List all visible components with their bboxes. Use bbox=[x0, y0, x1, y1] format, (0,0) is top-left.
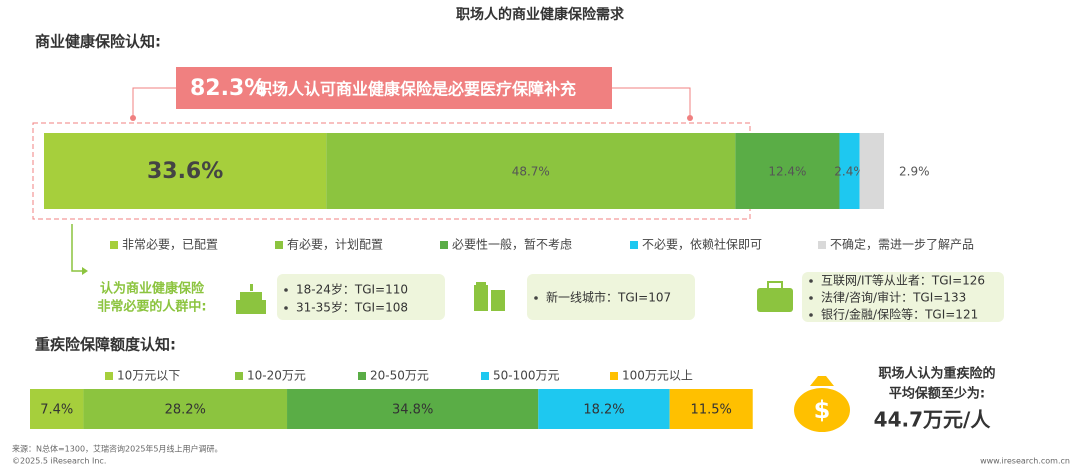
bar-segment bbox=[30, 389, 84, 429]
bar-segment bbox=[839, 133, 860, 209]
section-title: 商业健康保险认知: bbox=[35, 33, 161, 51]
connector-dot bbox=[130, 115, 136, 121]
legend-label: 10-20万元 bbox=[247, 369, 306, 383]
callout-percent: 82.3% bbox=[190, 76, 266, 101]
value-label: 7.4% bbox=[40, 403, 73, 418]
legend-label: 不确定，需进一步了解产品 bbox=[830, 237, 974, 252]
title: 职场人的商业健康保险需求 bbox=[456, 6, 625, 23]
tgi-box bbox=[527, 274, 695, 320]
site: www.iresearch.com.cn bbox=[980, 457, 1070, 466]
svg-text:$: $ bbox=[814, 396, 831, 424]
section-title: 重疾险保障额度认知: bbox=[35, 336, 176, 354]
legend-label: 必要性一般，暂不考虑 bbox=[452, 237, 572, 252]
legend-swatch bbox=[235, 372, 243, 380]
legend-swatch bbox=[610, 372, 618, 380]
source: 来源：N总体=1300，艾瑞咨询2025年5月线上用户调研。 bbox=[12, 444, 223, 454]
copyright: ©2025.5 iResearch Inc. bbox=[12, 457, 106, 466]
callout-box bbox=[176, 67, 612, 109]
legend-swatch bbox=[275, 241, 283, 249]
bar-segment bbox=[669, 389, 753, 429]
bullet bbox=[534, 296, 538, 300]
tgi-item: 银行/金融/保险等：TGI=121 bbox=[821, 307, 978, 322]
legend-label: 50-100万元 bbox=[493, 369, 560, 383]
tgi-item: 新一线城市：TGI=107 bbox=[546, 290, 671, 305]
callout-text: 职场人认可商业健康保险是必要医疗保障补充 bbox=[256, 80, 576, 99]
legend-swatch bbox=[105, 372, 113, 380]
cake-icon bbox=[236, 284, 266, 314]
legend-label: 20-50万元 bbox=[370, 369, 429, 383]
tgi-box bbox=[277, 274, 445, 320]
bullet bbox=[809, 279, 813, 283]
bullet bbox=[809, 313, 813, 317]
group-label: 非常必要的人群中: bbox=[97, 299, 206, 315]
bar-segment bbox=[44, 133, 327, 209]
legend-label: 10万元以下 bbox=[117, 369, 180, 383]
tgi-item: 31-35岁：TGI=108 bbox=[296, 300, 408, 315]
value-label: 2.4% bbox=[834, 165, 865, 179]
value-label: 33.6% bbox=[147, 159, 223, 184]
legend-swatch bbox=[630, 241, 638, 249]
bar-segment bbox=[538, 389, 670, 429]
legend-swatch bbox=[440, 241, 448, 249]
legend-swatch bbox=[110, 241, 118, 249]
money-bag-icon: $ bbox=[794, 376, 850, 432]
tgi-item: 互联网/IT等从业者：TGI=126 bbox=[821, 274, 985, 288]
connector bbox=[132, 87, 178, 118]
legend-label: 不必要，依赖社保即可 bbox=[642, 237, 762, 252]
bar-segment bbox=[735, 133, 840, 209]
tgi-item: 18-24岁：TGI=110 bbox=[296, 282, 408, 297]
building-icon bbox=[474, 282, 505, 311]
value-label: 18.2% bbox=[583, 403, 624, 418]
value-label: 48.7% bbox=[512, 165, 550, 179]
bar-segment bbox=[326, 133, 736, 209]
legend-swatch bbox=[358, 372, 366, 380]
bullet bbox=[809, 296, 813, 300]
legend-label: 有必要，计划配置 bbox=[287, 238, 383, 252]
side-text: 平均保额至少为: bbox=[889, 386, 985, 402]
arrow bbox=[71, 224, 82, 272]
legend-label: 非常必要，已配置 bbox=[122, 238, 218, 252]
group-label: 认为商业健康保险 bbox=[100, 281, 205, 297]
legend-swatch bbox=[818, 241, 826, 249]
value-label: 12.4% bbox=[768, 165, 806, 179]
connector bbox=[612, 87, 691, 118]
tgi-box bbox=[802, 272, 1004, 322]
arrow-head bbox=[82, 267, 88, 275]
bullet bbox=[284, 288, 288, 292]
bar-segment bbox=[859, 133, 884, 209]
bar-segment bbox=[83, 389, 288, 429]
tgi-item: 法律/咨询/审计：TGI=133 bbox=[821, 290, 966, 305]
side-text: 职场人认为重疾险的 bbox=[878, 366, 995, 382]
legend-label: 100万元以上 bbox=[622, 369, 693, 383]
briefcase-icon bbox=[757, 281, 793, 312]
connector-dot bbox=[687, 115, 693, 121]
side-amount: 44.7万元/人 bbox=[874, 408, 992, 432]
value-label: 2.9% bbox=[899, 165, 930, 179]
bar-segment bbox=[287, 389, 539, 429]
value-label: 11.5% bbox=[691, 403, 732, 418]
value-label: 34.8% bbox=[392, 403, 433, 418]
bullet bbox=[284, 306, 288, 310]
legend-swatch bbox=[481, 372, 489, 380]
value-label: 28.2% bbox=[165, 403, 206, 418]
